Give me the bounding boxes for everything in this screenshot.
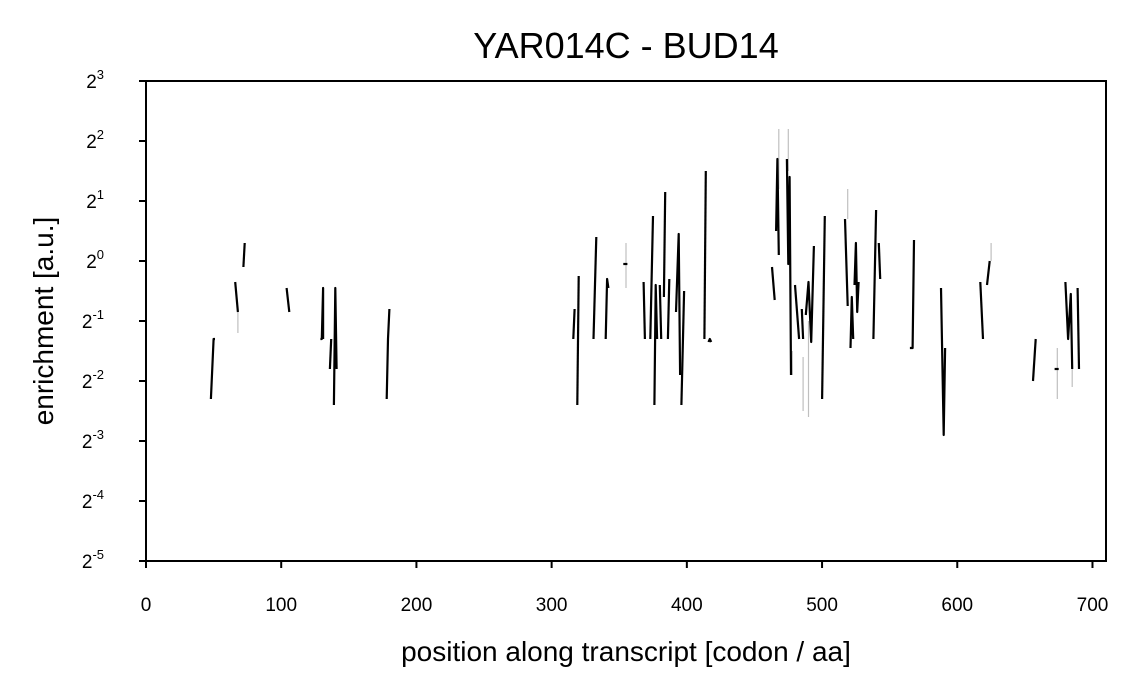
series-segment bbox=[849, 295, 855, 349]
y-tick-label: 2-4 bbox=[82, 487, 104, 513]
series-segment bbox=[1076, 287, 1081, 370]
series-segment bbox=[320, 286, 325, 341]
x-axis-label: position along transcript [codon / aa] bbox=[401, 636, 851, 667]
series-segment bbox=[209, 337, 215, 400]
series-segment bbox=[703, 170, 707, 340]
y-tick-label: 2-3 bbox=[82, 427, 104, 453]
series-segment bbox=[680, 290, 686, 406]
series-layer bbox=[209, 129, 1081, 437]
x-tick-label: 600 bbox=[941, 595, 973, 616]
y-tick-label: 2-2 bbox=[82, 367, 104, 393]
series-segment bbox=[793, 284, 801, 340]
series-segment bbox=[707, 337, 713, 343]
series-segment bbox=[800, 308, 805, 340]
x-tick-label: 400 bbox=[671, 595, 703, 616]
series-segment bbox=[775, 157, 780, 256]
series-segment bbox=[385, 308, 391, 400]
y-tick-label: 21 bbox=[86, 187, 104, 213]
series-segment bbox=[821, 215, 826, 400]
series-segment bbox=[1031, 338, 1037, 382]
series-segment bbox=[804, 245, 815, 344]
y-tick-label: 2-1 bbox=[82, 307, 104, 333]
series-segment bbox=[785, 158, 793, 376]
series-segment bbox=[666, 278, 671, 340]
series-segment bbox=[592, 236, 598, 340]
series-segment bbox=[658, 284, 663, 340]
series-segment bbox=[843, 218, 849, 307]
series-segment bbox=[909, 239, 916, 350]
series-segment bbox=[576, 275, 580, 406]
x-tick-label: 200 bbox=[401, 595, 433, 616]
y-axis-ticks: 23 22 21 20 2-1 2-2 2-3 2-4 2-5 bbox=[82, 67, 146, 573]
x-tick-label: 700 bbox=[1077, 595, 1109, 616]
series-segment bbox=[234, 281, 239, 313]
series-segment bbox=[985, 260, 991, 286]
series-segment bbox=[979, 281, 985, 340]
series-segment bbox=[939, 287, 947, 437]
y-tick-label: 2-5 bbox=[82, 547, 104, 573]
x-tick-label: 500 bbox=[806, 595, 838, 616]
series-segment bbox=[332, 286, 338, 406]
series-segment bbox=[604, 277, 610, 340]
x-tick-label: 0 bbox=[141, 595, 152, 616]
series-segment bbox=[572, 308, 576, 340]
series-segment bbox=[328, 338, 333, 370]
series bbox=[237, 129, 1073, 417]
series-segment bbox=[1064, 281, 1074, 370]
series-segment bbox=[662, 191, 667, 298]
series-segment bbox=[653, 283, 659, 406]
series-segment bbox=[649, 215, 655, 340]
series-segment bbox=[877, 242, 882, 280]
y-tick-label: 22 bbox=[86, 127, 104, 153]
series-segment bbox=[674, 232, 682, 376]
series-segment bbox=[770, 266, 776, 301]
chart-title: YAR014C - BUD14 bbox=[473, 25, 778, 66]
series-segment bbox=[285, 287, 291, 313]
y-tick-label: 23 bbox=[86, 67, 104, 93]
x-axis-ticks: 0 100 200 300 400 500 600 700 bbox=[141, 561, 1109, 616]
y-axis-label: enrichment [a.u.] bbox=[28, 217, 59, 426]
series bbox=[209, 157, 1081, 437]
plot-area-frame bbox=[145, 80, 1107, 562]
x-tick-label: 100 bbox=[265, 595, 297, 616]
y-tick-label: 20 bbox=[86, 247, 104, 273]
series-segment bbox=[242, 242, 246, 268]
x-tick-label: 300 bbox=[536, 595, 568, 616]
series-segment bbox=[642, 281, 646, 340]
series-segment bbox=[853, 241, 860, 314]
series-segment bbox=[872, 209, 878, 340]
